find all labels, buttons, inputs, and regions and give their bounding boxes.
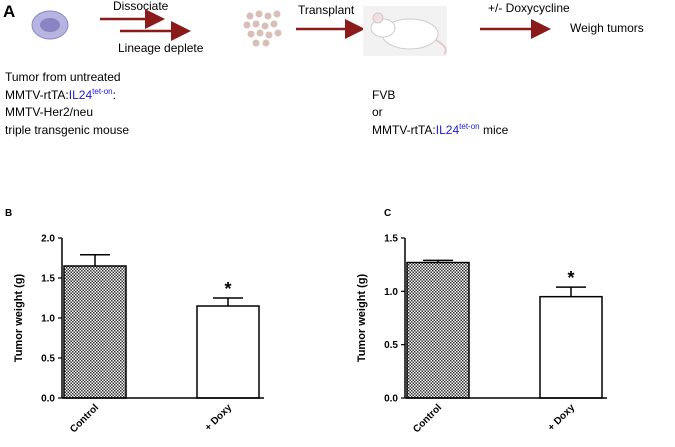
panel-label: A <box>3 2 15 21</box>
bar <box>196 305 260 399</box>
y-tick-label: 0.0 <box>41 394 55 405</box>
y-tick-label: 1.0 <box>384 287 398 298</box>
donor-text: Tumor from untreated <box>5 70 121 84</box>
panel-label: C <box>384 208 391 219</box>
genotype: MMTV-rtTA: <box>5 88 69 102</box>
x-tick-label: Control <box>68 402 101 435</box>
x-tick-label: + Doxy <box>546 402 577 433</box>
y-axis-label: Tumor weight (g) <box>356 273 368 362</box>
y-tick-label: 1.0 <box>41 314 55 325</box>
bar-chart: B Tumor weight (g) 0.0 0.5 1.0 1.5 2.0 Control +… <box>5 208 264 435</box>
cells <box>243 10 282 47</box>
step-label: Lineage deplete <box>118 41 204 55</box>
significance-mark: * <box>224 279 231 299</box>
y-tick-label: 0.0 <box>384 394 398 405</box>
bar <box>539 295 603 399</box>
y-tick-label: 1.5 <box>384 234 398 245</box>
y-tick-label: 0.5 <box>384 340 398 351</box>
genotype: MMTV-rtTA: <box>372 123 436 137</box>
recipient-text: MMTV-rtTA:IL24tet-on mice <box>372 122 509 137</box>
x-tick-label: + Doxy <box>203 402 234 433</box>
donor-text: MMTV-Her2/neu <box>5 105 93 119</box>
step-label: Transplant <box>298 3 355 17</box>
bar <box>406 261 470 399</box>
y-tick-label: 1.5 <box>41 274 55 285</box>
donor-text: triple transgenic mouse <box>5 123 129 137</box>
gene: IL24 <box>436 123 460 137</box>
x-tick-label: Control <box>411 402 444 435</box>
panel-a: A Dissociate Lineage deplete Transplant … <box>3 0 644 137</box>
gene: IL24 <box>69 88 93 102</box>
y-tick-label: 0.5 <box>41 354 55 365</box>
significance-mark: * <box>567 268 574 288</box>
y-tick-label: 2.0 <box>41 234 55 245</box>
genotype: mice <box>480 123 509 137</box>
tumor-dish <box>40 18 60 32</box>
mouse <box>363 6 447 56</box>
y-axis-label: Tumor weight (g) <box>13 273 25 362</box>
recipient-text: FVB <box>372 88 395 102</box>
step-label: +/- Doxycycline <box>488 1 570 15</box>
bar <box>63 265 127 399</box>
bar-chart: C Tumor weight (g) 0.0 0.5 1.0 1.5 Control + Do… <box>356 208 607 435</box>
donor-text: MMTV-rtTA:IL24tet-on: <box>5 87 116 102</box>
recipient-text: or <box>372 105 383 119</box>
step-label: Dissociate <box>113 0 169 13</box>
gene-sup: tet-on <box>92 87 112 96</box>
genotype: : <box>113 88 116 102</box>
step-label: Weigh tumors <box>570 21 644 35</box>
panel-label: B <box>5 208 12 219</box>
gene-sup: tet-on <box>459 122 479 131</box>
